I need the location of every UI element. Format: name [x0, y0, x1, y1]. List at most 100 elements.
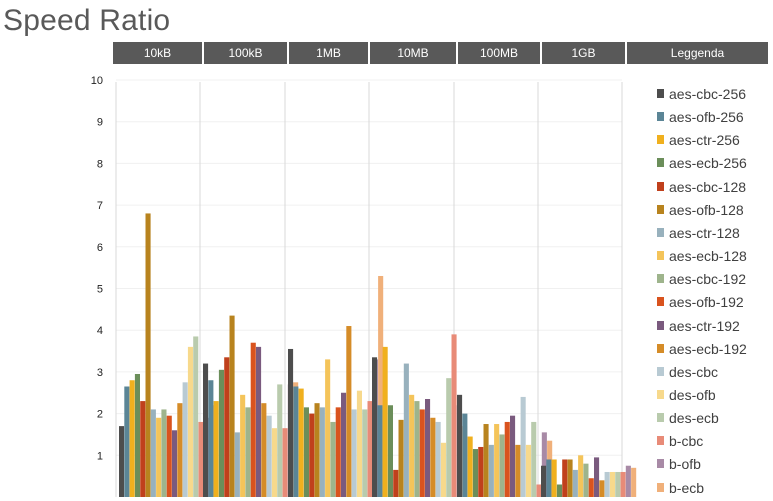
bar [362, 409, 368, 497]
bar [282, 428, 288, 497]
bar [271, 428, 277, 497]
bar [203, 363, 209, 497]
legend-swatch [657, 482, 664, 492]
bar [604, 471, 610, 497]
category-header: 100MB [458, 42, 540, 64]
bar [515, 444, 521, 497]
legend-label: des-ofb [669, 386, 716, 403]
bar [240, 394, 246, 497]
legend-label: aes-ofb-256 [669, 109, 744, 126]
bar [229, 315, 235, 497]
bar [341, 392, 347, 497]
bar [150, 409, 156, 497]
category-header: 1MB [289, 42, 368, 64]
legend-swatch [657, 389, 664, 399]
legend-swatch [657, 135, 664, 145]
bar [261, 403, 267, 497]
legend-item: aes-ofb-256 [657, 107, 771, 127]
legend-swatch [657, 89, 664, 98]
bar [156, 417, 162, 497]
bar [467, 436, 473, 497]
legend-label: des-ecb [669, 410, 719, 427]
bar [551, 459, 557, 497]
y-tick-label: 4 [97, 325, 103, 337]
legend-item: des-ofb [657, 385, 771, 405]
bar [250, 342, 256, 497]
legend-label: b-ofb [669, 456, 701, 473]
bar [140, 401, 146, 497]
bar [425, 399, 431, 497]
bar [625, 465, 631, 497]
bar [377, 405, 383, 497]
bar [325, 359, 331, 497]
legend-label: aes-ctr-192 [669, 317, 740, 334]
bar [440, 442, 446, 497]
legend-label: aes-ctr-128 [669, 224, 740, 241]
bar [488, 444, 494, 497]
bar [382, 346, 388, 497]
bar [609, 471, 615, 497]
legend-swatch [657, 413, 664, 423]
legend-item: aes-ofb-128 [657, 200, 771, 220]
bar [483, 424, 489, 497]
bar [145, 213, 151, 497]
legend-item: des-cbc [657, 362, 771, 382]
legend-label: aes-ofb-128 [669, 201, 744, 218]
legend-label: b-ecb [669, 479, 705, 496]
bar [330, 421, 336, 497]
bar [172, 430, 178, 497]
bar [435, 421, 441, 497]
legend-swatch [657, 297, 664, 307]
bar [620, 471, 626, 497]
bar [520, 396, 526, 497]
bar [266, 415, 272, 497]
y-tick-label: 5 [97, 284, 103, 296]
bar [293, 386, 299, 497]
legend-label: b-cbc [669, 433, 704, 450]
y-tick-label: 7 [97, 200, 103, 212]
bar [398, 419, 404, 497]
bar [372, 357, 378, 497]
legend-label: aes-ecb-256 [669, 155, 747, 172]
legend-item: aes-cbc-192 [657, 269, 771, 289]
bar [393, 469, 399, 497]
bar [213, 401, 219, 497]
bar [346, 326, 352, 497]
legend-header: Leggenda [627, 42, 768, 64]
legend-label: aes-cbc-192 [669, 271, 747, 288]
bar [134, 373, 140, 497]
bar [631, 467, 637, 497]
legend-item: aes-ctr-192 [657, 316, 771, 336]
y-tick-label: 3 [97, 367, 103, 379]
bar [525, 444, 531, 497]
bar [378, 275, 384, 497]
bar [314, 403, 320, 497]
bar [430, 417, 436, 497]
bar [166, 415, 172, 497]
legend-item: b-cbc [657, 431, 771, 451]
category-header: 10kB [113, 42, 202, 64]
bar [446, 378, 452, 497]
legend-swatch [657, 204, 664, 214]
legend-swatch [657, 158, 664, 168]
legend-item: des-ecb [657, 408, 771, 428]
legend-item: aes-ecb-128 [657, 246, 771, 266]
legend-swatch [657, 343, 664, 353]
legend-swatch [657, 459, 664, 469]
bar [256, 346, 262, 497]
bar [303, 407, 309, 497]
y-tick-label: 10 [91, 75, 103, 87]
bar [599, 480, 605, 497]
bar [224, 357, 230, 497]
bar [218, 369, 224, 497]
bar [234, 432, 240, 497]
legend-swatch [657, 251, 664, 261]
bar [419, 409, 425, 497]
bar [319, 407, 325, 497]
y-tick-label: 6 [97, 242, 103, 254]
legend-item: aes-ecb-192 [657, 339, 771, 359]
bar [288, 348, 294, 497]
bar [531, 421, 537, 497]
bar [124, 386, 130, 497]
bar [208, 380, 214, 497]
